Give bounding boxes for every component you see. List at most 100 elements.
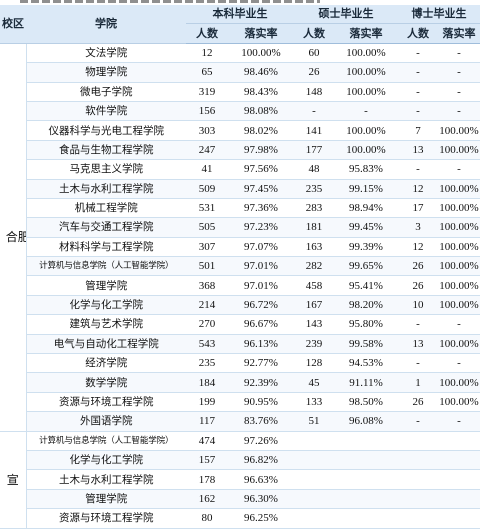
- employment-rate-table: 校区 学院 本科毕业生 硕士毕业生 博士毕业生 人数 落实率 人数 落实率 人数…: [0, 5, 480, 529]
- master-rate: 94.53%: [334, 353, 398, 374]
- empty-cell: [334, 431, 398, 451]
- table-row: 土木与水利工程学院 509 97.45% 235 99.15% 12 100.00%: [0, 179, 480, 199]
- undergrad-rate: 97.98%: [228, 140, 294, 161]
- undergrad-count: 157: [186, 450, 228, 471]
- college-name: 管理学院: [26, 275, 186, 296]
- table-row: 资源与环境工程学院 80 96.25%: [0, 508, 480, 529]
- doctor-count: 12: [398, 179, 438, 199]
- undergrad-rate: 98.46%: [228, 62, 294, 83]
- master-count: 177: [294, 140, 334, 161]
- doctor-count: 3: [398, 217, 438, 238]
- doctor-rate: 100.00%: [438, 372, 480, 393]
- caption-fragment: [20, 0, 320, 3]
- table-row: 电气与自动化工程学院 543 96.13% 239 99.58% 13 100.00%: [0, 334, 480, 355]
- header-undergrad: 本科毕业生: [186, 5, 294, 25]
- empty-cell: [334, 508, 398, 529]
- undergrad-count: 270: [186, 314, 228, 335]
- table-row: 食品与生物工程学院 247 97.98% 177 100.00% 13 100.00%: [0, 140, 480, 161]
- doctor-rate: -: [438, 82, 480, 102]
- college-name: 管理学院: [26, 489, 186, 510]
- undergrad-count: 307: [186, 237, 228, 258]
- doctor-count: 13: [398, 140, 438, 161]
- undergrad-rate: 97.36%: [228, 198, 294, 219]
- master-rate: 95.80%: [334, 314, 398, 335]
- college-name: 汽车与交通工程学院: [26, 217, 186, 238]
- college-name: 土木与水利工程学院: [26, 179, 186, 199]
- header-campus: 校区: [0, 5, 26, 44]
- doctor-count: 12: [398, 237, 438, 258]
- college-name: 资源与环境工程学院: [26, 508, 186, 529]
- undergrad-count: 199: [186, 392, 228, 413]
- college-name: 机械工程学院: [26, 198, 186, 219]
- table-row: 仪器科学与光电工程学院 303 98.02% 141 100.00% 7 100.00%: [0, 120, 480, 141]
- doctor-rate: 100.00%: [438, 237, 480, 258]
- undergrad-rate: 92.39%: [228, 372, 294, 393]
- doctor-rate: 100.00%: [438, 120, 480, 141]
- doctor-count: -: [398, 101, 438, 122]
- undergrad-rate: 90.95%: [228, 392, 294, 413]
- master-rate: 100.00%: [334, 43, 398, 64]
- college-name: 物理学院: [26, 62, 186, 83]
- undergrad-count: 368: [186, 275, 228, 296]
- header-doctor-rate: 落实率: [438, 23, 480, 44]
- doctor-rate: -: [438, 411, 480, 432]
- doctor-count: 17: [398, 198, 438, 219]
- header-undergrad-count: 人数: [186, 23, 228, 44]
- undergrad-rate: 98.02%: [228, 120, 294, 141]
- doctor-rate: -: [438, 43, 480, 64]
- header-master-count: 人数: [294, 23, 334, 44]
- undergrad-count: 247: [186, 140, 228, 161]
- undergrad-count: 319: [186, 82, 228, 102]
- master-rate: 95.41%: [334, 275, 398, 296]
- doctor-count: -: [398, 62, 438, 83]
- undergrad-count: 531: [186, 198, 228, 219]
- undergrad-rate: 97.26%: [228, 431, 294, 451]
- master-count: 133: [294, 392, 334, 413]
- college-name: 数学学院: [26, 372, 186, 393]
- empty-cell: [438, 450, 480, 471]
- empty-cell: [294, 450, 334, 471]
- doctor-count: 26: [398, 392, 438, 413]
- undergrad-count: 509: [186, 179, 228, 199]
- empty-cell: [398, 508, 438, 529]
- doctor-count: -: [398, 353, 438, 374]
- table-caption-strip: [0, 0, 480, 5]
- undergrad-rate: 97.01%: [228, 256, 294, 277]
- doctor-rate: 100.00%: [438, 198, 480, 219]
- campus-label: 合肥校区: [5, 230, 25, 245]
- undergrad-rate: 97.23%: [228, 217, 294, 238]
- master-count: 181: [294, 217, 334, 238]
- doctor-rate: 100.00%: [438, 179, 480, 199]
- college-name: 化学与化工学院: [26, 450, 186, 471]
- header-doctor-count: 人数: [398, 23, 438, 44]
- undergrad-rate: 96.25%: [228, 508, 294, 529]
- undergrad-count: 65: [186, 62, 228, 83]
- doctor-count: 13: [398, 334, 438, 355]
- undergrad-count: 117: [186, 411, 228, 432]
- college-name: 化学与化工学院: [26, 295, 186, 316]
- undergrad-rate: 97.45%: [228, 179, 294, 199]
- master-rate: 98.50%: [334, 392, 398, 413]
- doctor-rate: -: [438, 101, 480, 122]
- header-undergrad-rate: 落实率: [228, 23, 294, 44]
- table-row: 计算机与信息学院（人工智能学院） 501 97.01% 282 99.65% 26 100.…: [0, 256, 480, 277]
- master-rate: 100.00%: [334, 62, 398, 83]
- empty-cell: [398, 489, 438, 510]
- master-rate: 99.45%: [334, 217, 398, 238]
- table-row: 汽车与交通工程学院 505 97.23% 181 99.45% 3 100.00%: [0, 217, 480, 238]
- master-rate: 100.00%: [334, 82, 398, 102]
- table-row: 马克思主义学院 41 97.56% 48 95.83% - -: [0, 159, 480, 180]
- empty-cell: [334, 489, 398, 510]
- undergrad-rate: 98.43%: [228, 82, 294, 102]
- doctor-rate: 100.00%: [438, 295, 480, 316]
- doctor-rate: 100.00%: [438, 392, 480, 413]
- undergrad-rate: 100.00%: [228, 43, 294, 64]
- college-name: 经济学院: [26, 353, 186, 374]
- doctor-rate: -: [438, 62, 480, 83]
- master-rate: -: [334, 101, 398, 122]
- master-rate: 91.11%: [334, 372, 398, 393]
- undergrad-rate: 97.56%: [228, 159, 294, 180]
- master-count: 141: [294, 120, 334, 141]
- undergrad-count: 80: [186, 508, 228, 529]
- doctor-count: 26: [398, 256, 438, 277]
